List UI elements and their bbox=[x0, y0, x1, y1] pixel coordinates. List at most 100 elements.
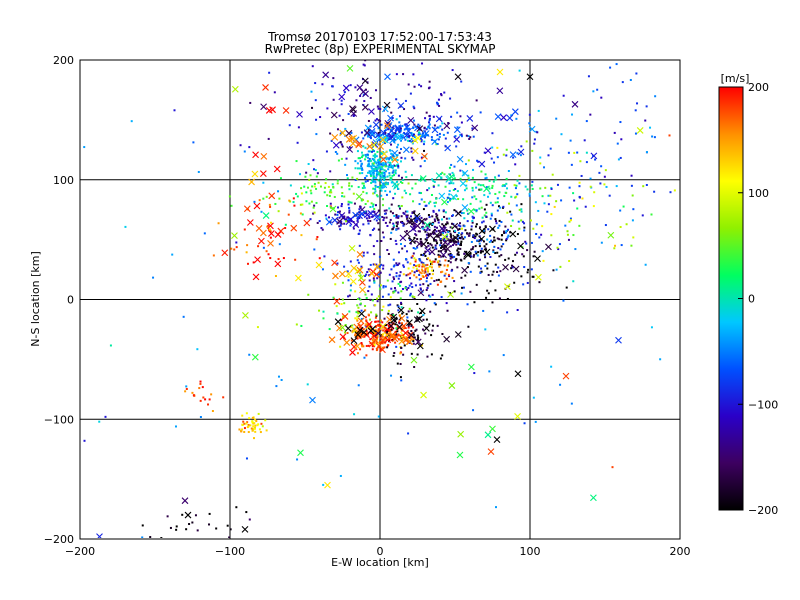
data-point bbox=[505, 182, 508, 185]
data-point bbox=[370, 311, 373, 314]
data-point-cross bbox=[369, 325, 377, 333]
data-point bbox=[387, 304, 390, 307]
data-point bbox=[409, 294, 412, 297]
data-point bbox=[348, 211, 351, 214]
data-point bbox=[394, 171, 397, 174]
data-point bbox=[510, 213, 513, 216]
data-point bbox=[435, 215, 438, 218]
data-point bbox=[547, 194, 550, 197]
data-point bbox=[367, 171, 370, 174]
data-point bbox=[402, 224, 405, 227]
data-point bbox=[277, 210, 280, 213]
data-point bbox=[405, 176, 408, 179]
data-point bbox=[484, 177, 487, 180]
data-point bbox=[409, 92, 412, 95]
data-point bbox=[555, 117, 558, 120]
data-point bbox=[436, 283, 439, 286]
data-point bbox=[336, 213, 339, 216]
data-point bbox=[420, 277, 423, 280]
data-point bbox=[377, 295, 380, 298]
data-point bbox=[493, 161, 496, 164]
data-point bbox=[369, 219, 372, 222]
data-point bbox=[295, 160, 298, 163]
data-point bbox=[400, 215, 403, 218]
data-point bbox=[275, 385, 278, 388]
data-point bbox=[340, 186, 343, 189]
data-point bbox=[388, 221, 391, 224]
data-point bbox=[375, 313, 378, 316]
data-point bbox=[520, 219, 523, 222]
data-point bbox=[406, 214, 409, 217]
data-point bbox=[368, 170, 371, 173]
data-point bbox=[416, 303, 419, 306]
data-point bbox=[398, 207, 401, 210]
data-point bbox=[402, 327, 405, 330]
data-point bbox=[442, 231, 445, 234]
data-point bbox=[318, 309, 321, 312]
data-point bbox=[354, 167, 357, 170]
data-point-cross bbox=[368, 340, 376, 348]
data-point bbox=[329, 170, 332, 173]
data-point bbox=[629, 78, 632, 81]
data-point bbox=[344, 163, 347, 166]
data-point bbox=[371, 164, 374, 167]
data-point-cross bbox=[355, 141, 363, 149]
data-point bbox=[328, 328, 331, 331]
data-point bbox=[373, 253, 376, 256]
data-point-cross bbox=[489, 225, 496, 233]
data-point bbox=[389, 330, 392, 333]
data-point bbox=[410, 174, 413, 177]
data-point bbox=[507, 170, 510, 173]
data-point bbox=[340, 220, 343, 223]
data-point bbox=[393, 214, 396, 217]
data-point bbox=[584, 205, 587, 208]
data-point bbox=[360, 151, 363, 154]
data-point bbox=[422, 276, 425, 279]
data-point bbox=[375, 169, 378, 172]
data-point bbox=[392, 354, 395, 357]
data-point bbox=[417, 131, 420, 134]
data-point bbox=[308, 178, 311, 181]
data-point bbox=[502, 205, 505, 208]
data-point bbox=[254, 430, 257, 433]
data-point bbox=[460, 240, 463, 243]
data-point bbox=[402, 273, 405, 276]
data-point bbox=[394, 287, 397, 290]
data-point bbox=[399, 271, 402, 274]
data-point bbox=[480, 270, 483, 273]
data-point bbox=[457, 242, 460, 245]
data-point bbox=[432, 324, 435, 327]
data-point bbox=[406, 136, 409, 139]
data-point bbox=[475, 223, 478, 226]
data-point bbox=[366, 200, 369, 203]
data-point bbox=[340, 303, 343, 306]
data-point bbox=[492, 270, 495, 273]
data-point bbox=[433, 302, 436, 305]
data-point bbox=[381, 346, 384, 349]
data-point bbox=[407, 139, 410, 142]
data-point-cross bbox=[414, 124, 421, 132]
data-point-cross bbox=[294, 274, 302, 282]
data-point bbox=[413, 264, 416, 267]
data-point bbox=[604, 224, 607, 227]
data-point bbox=[580, 174, 583, 177]
data-point bbox=[380, 179, 383, 182]
data-point bbox=[396, 304, 399, 307]
data-point bbox=[392, 258, 395, 261]
data-point bbox=[485, 215, 488, 218]
data-point bbox=[415, 328, 418, 331]
data-point bbox=[436, 324, 439, 327]
data-point bbox=[480, 206, 483, 209]
data-point bbox=[371, 169, 374, 172]
data-point-cross bbox=[396, 324, 403, 332]
data-point bbox=[479, 239, 482, 242]
data-point bbox=[483, 151, 486, 154]
data-point bbox=[385, 135, 388, 138]
data-point bbox=[427, 274, 430, 277]
data-point-cross bbox=[377, 143, 385, 150]
data-point bbox=[364, 153, 367, 156]
data-point bbox=[428, 273, 431, 276]
data-point bbox=[351, 176, 354, 179]
data-point bbox=[444, 240, 447, 243]
data-point bbox=[400, 148, 403, 151]
